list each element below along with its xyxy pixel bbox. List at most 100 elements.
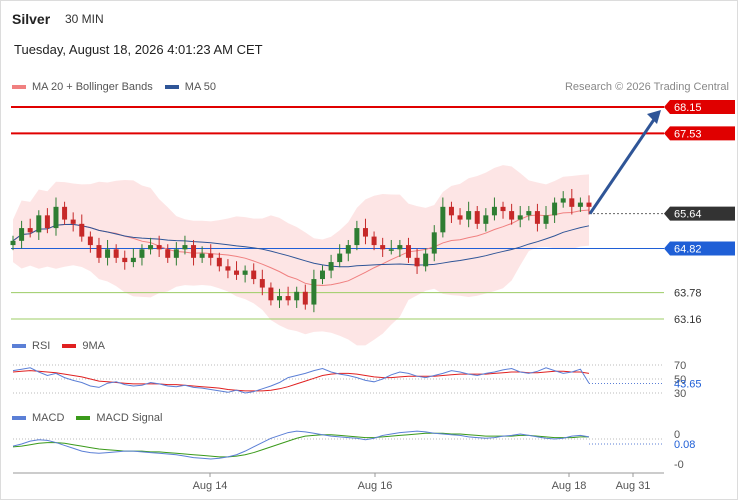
candle-body <box>414 257 420 267</box>
candle-body <box>165 249 171 258</box>
candle-body <box>242 270 248 275</box>
candle-body <box>517 215 523 220</box>
candle-body <box>130 257 136 263</box>
candle-body <box>182 245 188 250</box>
legend-item-macd-signal: MACD Signal <box>76 412 162 424</box>
candle-body <box>362 228 368 237</box>
candle-body <box>148 245 154 250</box>
rsi-line <box>12 367 590 394</box>
candle-body <box>139 249 145 258</box>
interval-label: 30 MIN <box>65 12 104 26</box>
candle-body <box>371 236 377 246</box>
legend-item-ma20: MA 20 + Bollinger Bands <box>12 81 153 93</box>
candle-body <box>225 266 231 271</box>
candle-body <box>216 257 222 267</box>
candle-body <box>105 249 111 258</box>
candle-body <box>96 245 102 258</box>
candle-body <box>543 215 549 224</box>
candle-body <box>577 202 583 207</box>
rsi-level-label: 30 <box>674 388 686 400</box>
rsi-9ma-line <box>12 370 590 392</box>
candle-body <box>311 279 317 305</box>
legend-item-macd: MACD <box>12 412 64 424</box>
candle-body <box>440 206 446 233</box>
candle-body <box>569 198 575 207</box>
x-tick-label: Aug 31 <box>616 480 651 492</box>
legend-swatch <box>12 344 26 348</box>
candle-body <box>285 296 291 301</box>
legend-label: RSI <box>32 340 51 352</box>
legend-label: 9MA <box>82 340 105 352</box>
candle-body <box>500 206 506 212</box>
price-legend: MA 20 + Bollinger Bands MA 50 <box>12 81 228 93</box>
rsi-level-label: 50 <box>674 374 686 386</box>
candle-body <box>10 240 16 246</box>
price-tag-label: 67.53 <box>674 128 702 140</box>
price-tag-68.15: 68.15 <box>664 100 735 114</box>
candle-body <box>526 211 532 216</box>
price-tag-bg <box>664 126 735 141</box>
candle-body <box>337 253 343 263</box>
macd-signal-line <box>12 432 589 458</box>
candles <box>10 188 592 313</box>
legend-label: MA 20 + Bollinger Bands <box>32 81 153 93</box>
legend-item-rsi: RSI <box>12 340 50 352</box>
candle-body <box>457 215 463 220</box>
forecast-arrow <box>588 117 657 215</box>
candle-body <box>62 206 68 220</box>
macd-level-label: 0 <box>674 429 680 441</box>
rsi-level-label: 70 <box>674 360 686 372</box>
rsi-current-label: 43.65 <box>674 378 702 390</box>
timestamp: Tuesday, August 18, 2026 4:01:23 AM CET <box>14 42 263 57</box>
candle-body <box>79 223 85 237</box>
candle-body <box>44 215 50 229</box>
candle-body <box>509 211 515 220</box>
candle-body <box>483 215 489 224</box>
candle-body <box>19 228 25 241</box>
legend-item-9ma: 9MA <box>62 340 105 352</box>
candle-body <box>53 206 59 229</box>
candle-body <box>534 211 540 224</box>
price-tag-64.82: 64.82 <box>664 241 735 256</box>
x-tick-label: Aug 14 <box>193 480 228 492</box>
candle-body <box>251 270 257 280</box>
candle-body <box>586 202 592 207</box>
candle-body <box>380 245 386 250</box>
rsi-legend: RSI 9MA <box>12 340 117 352</box>
candle-body <box>199 253 205 258</box>
symbol-title: Silver <box>12 11 51 27</box>
candle-body <box>173 249 179 258</box>
price-tag-label: 65.64 <box>674 209 702 221</box>
legend-item-ma50: MA 50 <box>164 81 216 93</box>
candle-body <box>423 253 429 267</box>
candle-body <box>191 245 197 258</box>
candle-body <box>259 279 265 288</box>
legend-swatch <box>12 416 26 420</box>
price-tag-bg <box>664 241 735 256</box>
candle-body <box>397 245 403 250</box>
candle-body <box>319 270 325 280</box>
legend-label: MACD Signal <box>96 412 163 424</box>
forecast-arrow-head <box>647 110 661 124</box>
candle-body <box>405 245 411 258</box>
price-tag-bg <box>664 100 735 114</box>
candle-body <box>208 253 214 258</box>
candle-body <box>113 249 119 258</box>
legend-label: MACD <box>32 412 65 424</box>
legend-label: MA 50 <box>184 81 216 93</box>
candle-body <box>431 232 437 254</box>
macd-level-label: -0 <box>674 459 684 471</box>
price-tag-63.78: 63.78 <box>674 288 702 300</box>
candle-body <box>388 249 394 251</box>
candle-body <box>552 202 558 216</box>
credit-text: Research © 2026 Trading Central <box>564 81 729 93</box>
candle-body <box>268 287 274 301</box>
price-tag-label: 63.16 <box>674 314 702 326</box>
candle-body <box>70 219 76 224</box>
macd-line <box>12 430 590 460</box>
legend-swatch <box>62 344 77 348</box>
candle-body <box>560 198 566 203</box>
legend-swatch <box>76 416 91 420</box>
